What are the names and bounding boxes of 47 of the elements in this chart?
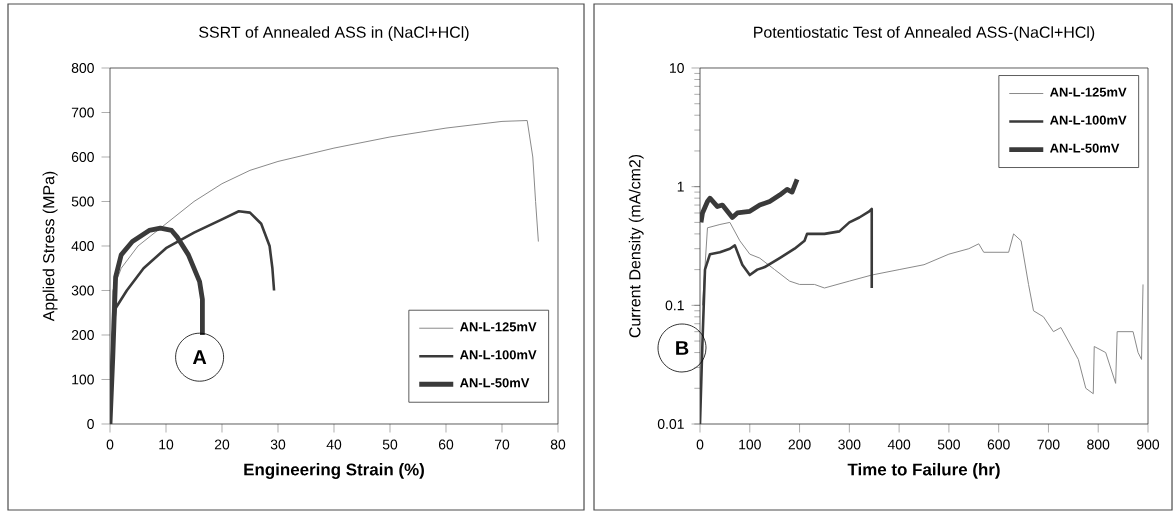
x-tick-label: 900 bbox=[1137, 439, 1160, 450]
x-tick-label: 80 bbox=[550, 439, 566, 450]
y-tick-label: 300 bbox=[71, 285, 94, 296]
chart-title: Potentiostatic Test of Annealed ASS-(NaCl+HCl) bbox=[754, 26, 1095, 42]
x-tick-label: 20 bbox=[214, 439, 230, 450]
x-tick-label: 0 bbox=[696, 439, 704, 450]
legend-label: AN-L-125mV bbox=[1049, 87, 1127, 97]
y-tick-label: 0.1 bbox=[665, 300, 684, 311]
legend-label: AN-L-125mV bbox=[459, 322, 537, 332]
y-tick-label: 800 bbox=[71, 63, 94, 73]
y-tick-label: 500 bbox=[71, 196, 94, 207]
x-tick-label: 800 bbox=[1087, 439, 1110, 450]
x-tick-label: 30 bbox=[270, 439, 286, 450]
x-tick-label: 700 bbox=[1037, 439, 1060, 450]
y-tick-label: 1 bbox=[677, 181, 684, 192]
text: B bbox=[676, 341, 689, 355]
legend-label: AN-L-100mV bbox=[1049, 115, 1127, 125]
x-tick-label: 200 bbox=[788, 439, 811, 450]
legend-label: AN-L-100mV bbox=[459, 350, 537, 360]
x-tick-label: 50 bbox=[382, 439, 398, 450]
y-tick-label: 100 bbox=[72, 374, 94, 385]
y-tick-label: 0.01 bbox=[657, 419, 684, 429]
legend-label: AN-L-50mV bbox=[1049, 143, 1120, 153]
legend-label: AN-L-50mV bbox=[459, 378, 530, 388]
y-axis-title: Applied Stress (MPa) bbox=[42, 171, 58, 322]
y-tick-label: 400 bbox=[71, 241, 94, 251]
x-tick-label: 400 bbox=[887, 439, 911, 450]
x-tick-label: 500 bbox=[937, 439, 960, 450]
x-tick-label: 60 bbox=[438, 439, 454, 450]
y-tick-label: 200 bbox=[71, 330, 94, 340]
x-axis-title: Engineering Strain (%) bbox=[244, 463, 424, 479]
x-tick-label: 100 bbox=[739, 439, 761, 450]
x-tick-label: 300 bbox=[838, 439, 861, 450]
line-series bbox=[702, 221, 1144, 395]
x-tick-label: 10 bbox=[159, 439, 174, 450]
y-axis-title: Current Density (mA/cm2) bbox=[628, 154, 644, 338]
x-tick-label: 40 bbox=[326, 439, 342, 450]
annotation: A bbox=[192, 350, 207, 365]
x-axis-title: Time to Failure (hr) bbox=[847, 463, 1000, 479]
y-tick-label: 10 bbox=[670, 63, 684, 73]
y-tick-label: 600 bbox=[71, 152, 94, 162]
x-tick-label: 0 bbox=[106, 439, 114, 450]
y-tick-label: 0 bbox=[87, 419, 94, 429]
x-tick-label: 600 bbox=[987, 439, 1010, 450]
y-tick-label: 700 bbox=[71, 107, 94, 118]
chart-title: SSRT of Annealed ASS in (NaCl+HCl) bbox=[199, 26, 469, 42]
x-tick-label: 70 bbox=[494, 439, 510, 450]
